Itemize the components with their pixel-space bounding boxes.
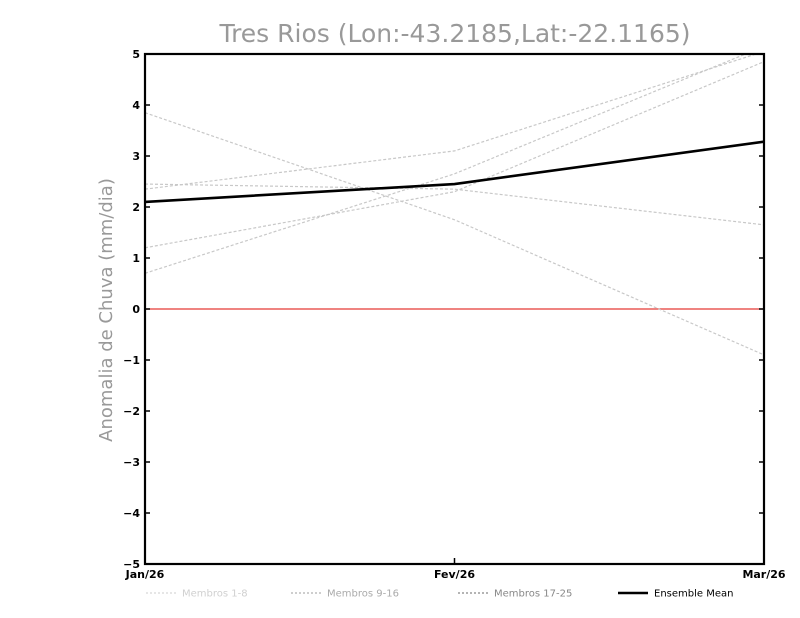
y-tick-label: 5 — [132, 48, 140, 61]
y-tick-label: −2 — [123, 405, 140, 418]
x-tick-label: Fev/26 — [434, 568, 475, 581]
legend-label: Membros 9-16 — [327, 589, 399, 600]
legend-label: Ensemble Mean — [654, 589, 733, 600]
legend-label: Membros 1-8 — [182, 589, 248, 600]
y-tick-label: −1 — [123, 354, 140, 367]
y-tick-label: 0 — [132, 303, 140, 316]
y-axis-label: Anomalia de Chuva (mm/dia) — [96, 178, 117, 442]
y-tick-label: −3 — [123, 456, 140, 469]
y-tick-label: −4 — [123, 507, 140, 520]
member-line-4 — [145, 54, 748, 274]
x-tick-label: Mar/26 — [742, 568, 785, 581]
y-tick-label: 2 — [132, 201, 140, 214]
legend-label: Membros 17-25 — [494, 589, 572, 600]
x-tick-label: Jan/26 — [125, 568, 165, 581]
member-line-2 — [145, 183, 764, 226]
member-line-3 — [145, 54, 759, 190]
chart-title: Tres Rios (Lon:-43.2185,Lat:-22.1165) — [218, 19, 690, 48]
y-tick-label: 3 — [132, 150, 140, 163]
y-tick-label: −5 — [123, 558, 140, 571]
y-tick-label: 4 — [132, 99, 140, 112]
y-tick-label: 1 — [132, 252, 140, 265]
ensemble-mean-line — [145, 140, 764, 204]
legend: Membros 1-8 Membros 9-16 Membros 17-25 Ense… — [146, 589, 733, 600]
member-line-1 — [145, 112, 764, 356]
